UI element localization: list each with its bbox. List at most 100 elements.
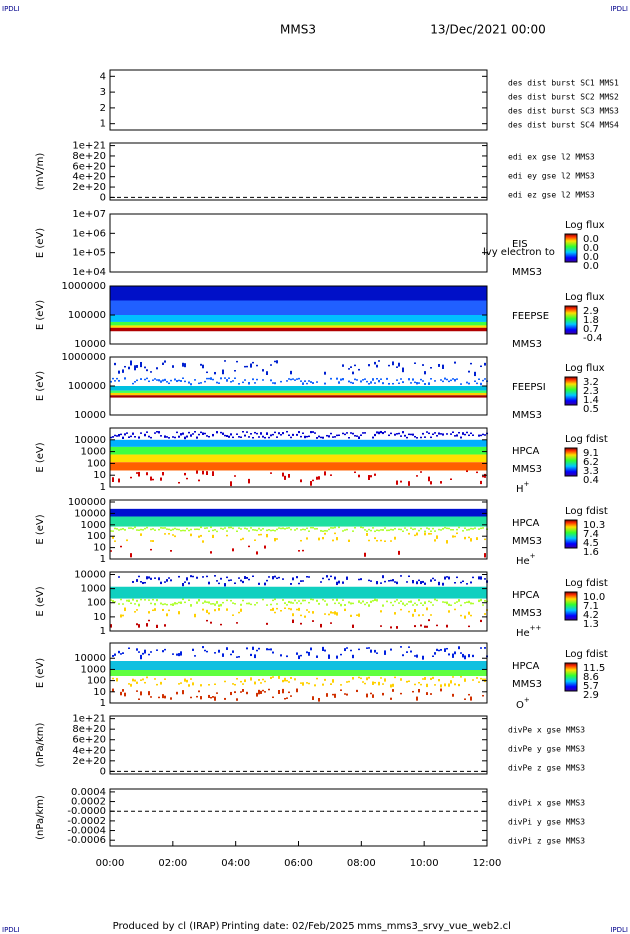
colorbar-title: Log flux bbox=[565, 363, 605, 374]
colorbar bbox=[564, 447, 578, 477]
spectrogram-cell bbox=[320, 581, 322, 583]
spectrogram-cell bbox=[132, 580, 134, 583]
spectrogram-cell bbox=[326, 575, 328, 578]
spectrogram-cell bbox=[452, 378, 454, 380]
spectrogram-cell bbox=[198, 433, 200, 436]
spectrogram-cell bbox=[118, 529, 120, 531]
spectrogram-cell bbox=[118, 478, 120, 483]
spectrogram-cell bbox=[382, 683, 384, 685]
spectrogram-cell bbox=[178, 481, 180, 484]
spectrogram-cell bbox=[344, 529, 346, 531]
spectrogram-cell bbox=[290, 370, 292, 375]
spectrogram-cell bbox=[162, 650, 164, 653]
y-tick-label: -0.0004 bbox=[67, 826, 106, 837]
x-tick-label: 12:00 bbox=[473, 858, 502, 869]
spectrogram-cell bbox=[402, 602, 404, 605]
spectrogram-cell bbox=[412, 604, 414, 606]
spectrogram-cell bbox=[392, 382, 394, 385]
spectrogram-cell bbox=[430, 601, 432, 604]
spectrogram-cell bbox=[284, 697, 286, 700]
spectrogram-cell bbox=[464, 527, 466, 529]
spectrogram-cell bbox=[476, 677, 478, 679]
spectrogram-cell bbox=[322, 646, 324, 651]
spectrogram-cell bbox=[118, 433, 120, 437]
spectrogram-cell bbox=[270, 529, 272, 532]
spectrogram-cell bbox=[454, 608, 456, 611]
spectrogram-cell bbox=[428, 532, 430, 535]
colorbar-title: Log fdist bbox=[565, 578, 608, 589]
spectrogram-cell bbox=[266, 579, 268, 582]
spectrogram-cell bbox=[190, 696, 192, 699]
spectrogram-cell bbox=[266, 371, 268, 375]
spectrogram-cell bbox=[310, 381, 312, 383]
corner-label: IPDLI bbox=[610, 926, 628, 934]
spectrogram-cell bbox=[252, 575, 254, 578]
spectrogram-cell bbox=[324, 600, 326, 602]
spectrogram-cell bbox=[442, 601, 444, 603]
spectrogram-cell bbox=[472, 654, 474, 658]
spectrogram-cell bbox=[158, 696, 160, 699]
spectrogram-cell bbox=[358, 368, 360, 371]
spectrogram-cell bbox=[150, 371, 152, 373]
panel-frame bbox=[109, 642, 488, 704]
spectrogram-cell bbox=[214, 575, 216, 577]
spectrogram-cell bbox=[478, 528, 480, 530]
spectrogram-cell bbox=[136, 379, 138, 382]
spectrogram-cell bbox=[114, 653, 116, 656]
spectrogram-cell bbox=[234, 582, 236, 585]
spectrogram-cell bbox=[480, 480, 482, 485]
spectrogram-cell bbox=[290, 378, 292, 381]
spectrogram-cell bbox=[256, 551, 258, 555]
y-tick-label: 1e+04 bbox=[72, 267, 106, 278]
spectrogram-cell bbox=[474, 380, 476, 382]
spectrogram-cell bbox=[222, 369, 224, 375]
spectrogram-cell bbox=[418, 529, 420, 532]
spectrogram-cell bbox=[260, 533, 262, 536]
spectrogram-cell bbox=[324, 649, 326, 652]
spectrogram-cell bbox=[210, 526, 212, 529]
panel: 10000 100000 1000000 E (eV) FEEPSI MMS3 Log fl… bbox=[35, 352, 605, 421]
spectrogram-cell bbox=[400, 575, 402, 577]
spectrogram-cell bbox=[472, 576, 474, 579]
spectrogram-cell bbox=[354, 364, 356, 367]
spectrogram-cell bbox=[454, 651, 456, 655]
spectrogram-cell bbox=[308, 576, 310, 578]
spectrogram-cell bbox=[380, 430, 382, 434]
spectrogram-cell bbox=[378, 360, 380, 362]
spectrogram-cell bbox=[444, 648, 446, 652]
spectrogram-cell bbox=[370, 381, 372, 384]
y-tick-label: 8e+20 bbox=[72, 724, 106, 735]
spectrogram-cell bbox=[182, 377, 184, 379]
spectrogram-cell bbox=[456, 378, 458, 380]
spectrogram-cell bbox=[128, 683, 130, 685]
spectrogram-cell bbox=[260, 690, 262, 694]
spectrogram-cell bbox=[478, 681, 480, 683]
spectrogram-cell bbox=[368, 676, 370, 679]
spectrogram-cell bbox=[334, 602, 336, 605]
spectrogram-cell bbox=[200, 526, 202, 529]
spectrogram-cell bbox=[238, 527, 240, 529]
spectrogram-cell bbox=[112, 600, 114, 603]
spectrogram-cell bbox=[202, 602, 204, 604]
spectrogram-cell bbox=[330, 575, 332, 578]
y-tick-label: 100000 bbox=[68, 497, 106, 508]
spectrogram-cell bbox=[240, 579, 242, 582]
spectrogram-cell bbox=[398, 362, 400, 367]
spectrogram-cell bbox=[420, 624, 422, 627]
spectrogram-cell bbox=[356, 435, 358, 437]
colorbar-tick-label: 7.4 bbox=[583, 529, 599, 540]
spectrogram-cell bbox=[410, 650, 412, 653]
spectrogram-cell bbox=[200, 382, 202, 384]
spectrogram-cell bbox=[240, 691, 242, 693]
spectrogram-cell bbox=[452, 676, 454, 678]
spectrogram-cell bbox=[330, 622, 332, 624]
spectrogram-cell bbox=[184, 529, 186, 532]
spectrogram-band bbox=[110, 462, 487, 471]
spectrogram-cell bbox=[202, 540, 204, 543]
spectrogram-cell bbox=[110, 380, 112, 383]
spectrogram-cell bbox=[112, 654, 114, 657]
spectrogram-cell bbox=[114, 380, 116, 382]
spectrogram-cell bbox=[116, 377, 118, 380]
spectrogram-cell bbox=[470, 581, 472, 584]
spectrogram-cell bbox=[208, 377, 210, 380]
